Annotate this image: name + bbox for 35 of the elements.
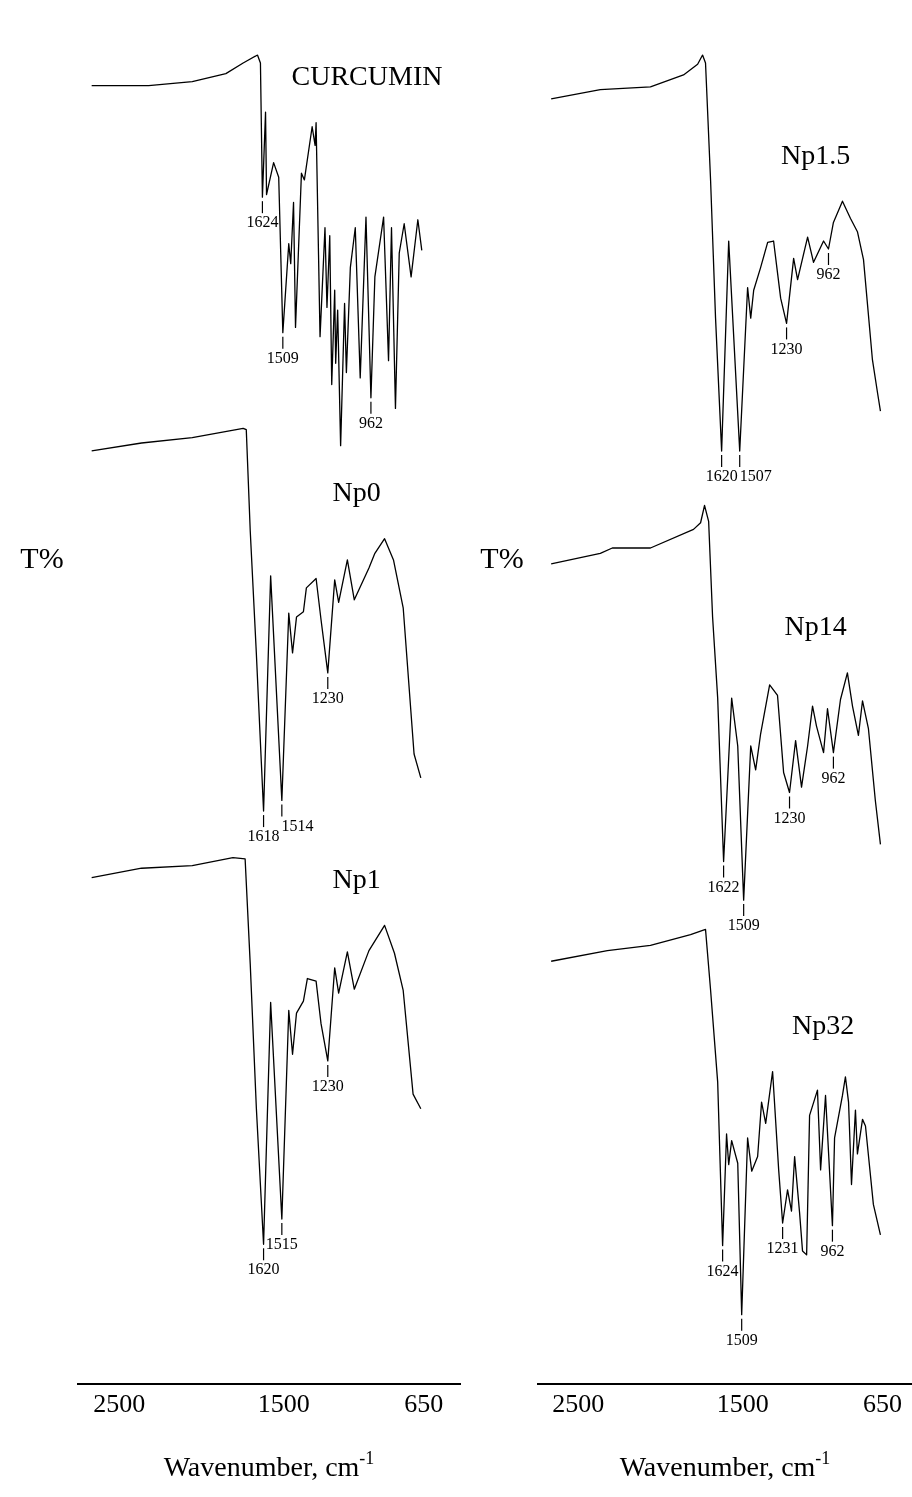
annotation: 1622 — [707, 877, 740, 895]
x-tick-label: 2500 — [93, 1389, 146, 1419]
annotation: 1507 — [739, 467, 772, 485]
x-tick-label: 1500 — [257, 1389, 310, 1419]
annotation: 1230 — [311, 1077, 344, 1095]
x-tick-label: 2500 — [552, 1389, 605, 1419]
annotation: 962 — [816, 265, 841, 283]
annotation: 1509 — [266, 348, 299, 366]
annotation: 1230 — [773, 808, 806, 826]
annotation: 1620 — [247, 1260, 280, 1278]
series-label: CURCUMIN — [291, 60, 443, 92]
annotation: 1509 — [727, 916, 760, 934]
annotation: 1514 — [281, 816, 314, 834]
x-tick-label: 650 — [404, 1389, 444, 1419]
annotation: 1230 — [770, 339, 803, 357]
annotation: 1624 — [706, 1261, 739, 1279]
annotation: 1231 — [766, 1239, 799, 1257]
annotation: 1624 — [246, 213, 279, 231]
series-label: Np1 — [332, 862, 381, 894]
annotation: 1618 — [247, 827, 280, 845]
annotation: 962 — [820, 1241, 845, 1259]
annotation: 1515 — [265, 1235, 298, 1253]
series-label: Np1.5 — [780, 138, 851, 170]
annotation: 962 — [821, 768, 846, 786]
x-tick-label: 1500 — [716, 1389, 769, 1419]
series-label: Np14 — [784, 610, 847, 642]
x-tick-label: 650 — [862, 1389, 902, 1419]
series-label: Np32 — [791, 1008, 855, 1040]
y-axis-title: T% — [480, 540, 524, 574]
annotation: 1230 — [311, 689, 344, 707]
y-axis-title: T% — [20, 540, 64, 574]
annotation: 962 — [358, 414, 383, 432]
annotation: 1620 — [705, 467, 738, 485]
series-label: Np0 — [332, 476, 381, 508]
annotation: 1509 — [725, 1330, 758, 1348]
